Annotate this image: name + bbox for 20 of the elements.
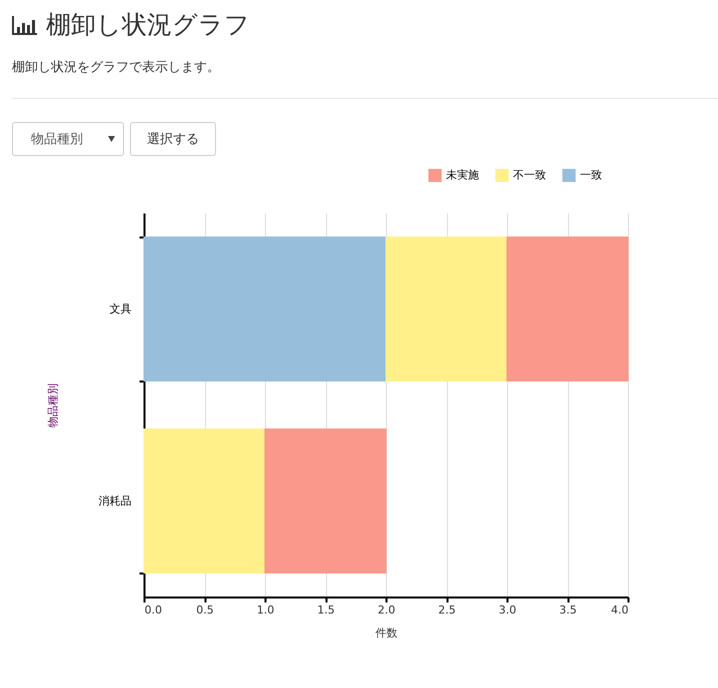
x-tick-label: 1.0 <box>256 604 274 616</box>
x-tick-label: 3.5 <box>559 604 577 616</box>
x-tick-label: 1.5 <box>317 604 335 616</box>
x-tick-label: 2.5 <box>438 604 456 616</box>
legend-label: 未実施 <box>446 168 479 182</box>
select-button: 選択する <box>130 122 216 156</box>
y-tick-label: 消耗品 <box>98 494 132 508</box>
x-tick-label: 3.0 <box>498 604 516 616</box>
x-tick-label: 0.0 <box>144 604 162 616</box>
legend-label: 不一致 <box>513 168 546 182</box>
x-tick-label: 2.0 <box>378 604 396 616</box>
x-tick-label: 0.5 <box>196 604 214 616</box>
y-axis-title: 物品種別 <box>46 384 60 428</box>
chart-title: 棚卸し状況グラフ <box>46 9 250 41</box>
x-axis-title: 件数 <box>376 626 398 640</box>
legend-label: 一致 <box>580 168 602 182</box>
chart-subtitle: 棚卸し状況をグラフで表示します。 <box>12 59 220 76</box>
dropdown-field: 物品種別 <box>12 122 124 156</box>
y-tick-label: 文具 <box>110 302 132 316</box>
x-tick-label: 4.0 <box>611 604 628 616</box>
